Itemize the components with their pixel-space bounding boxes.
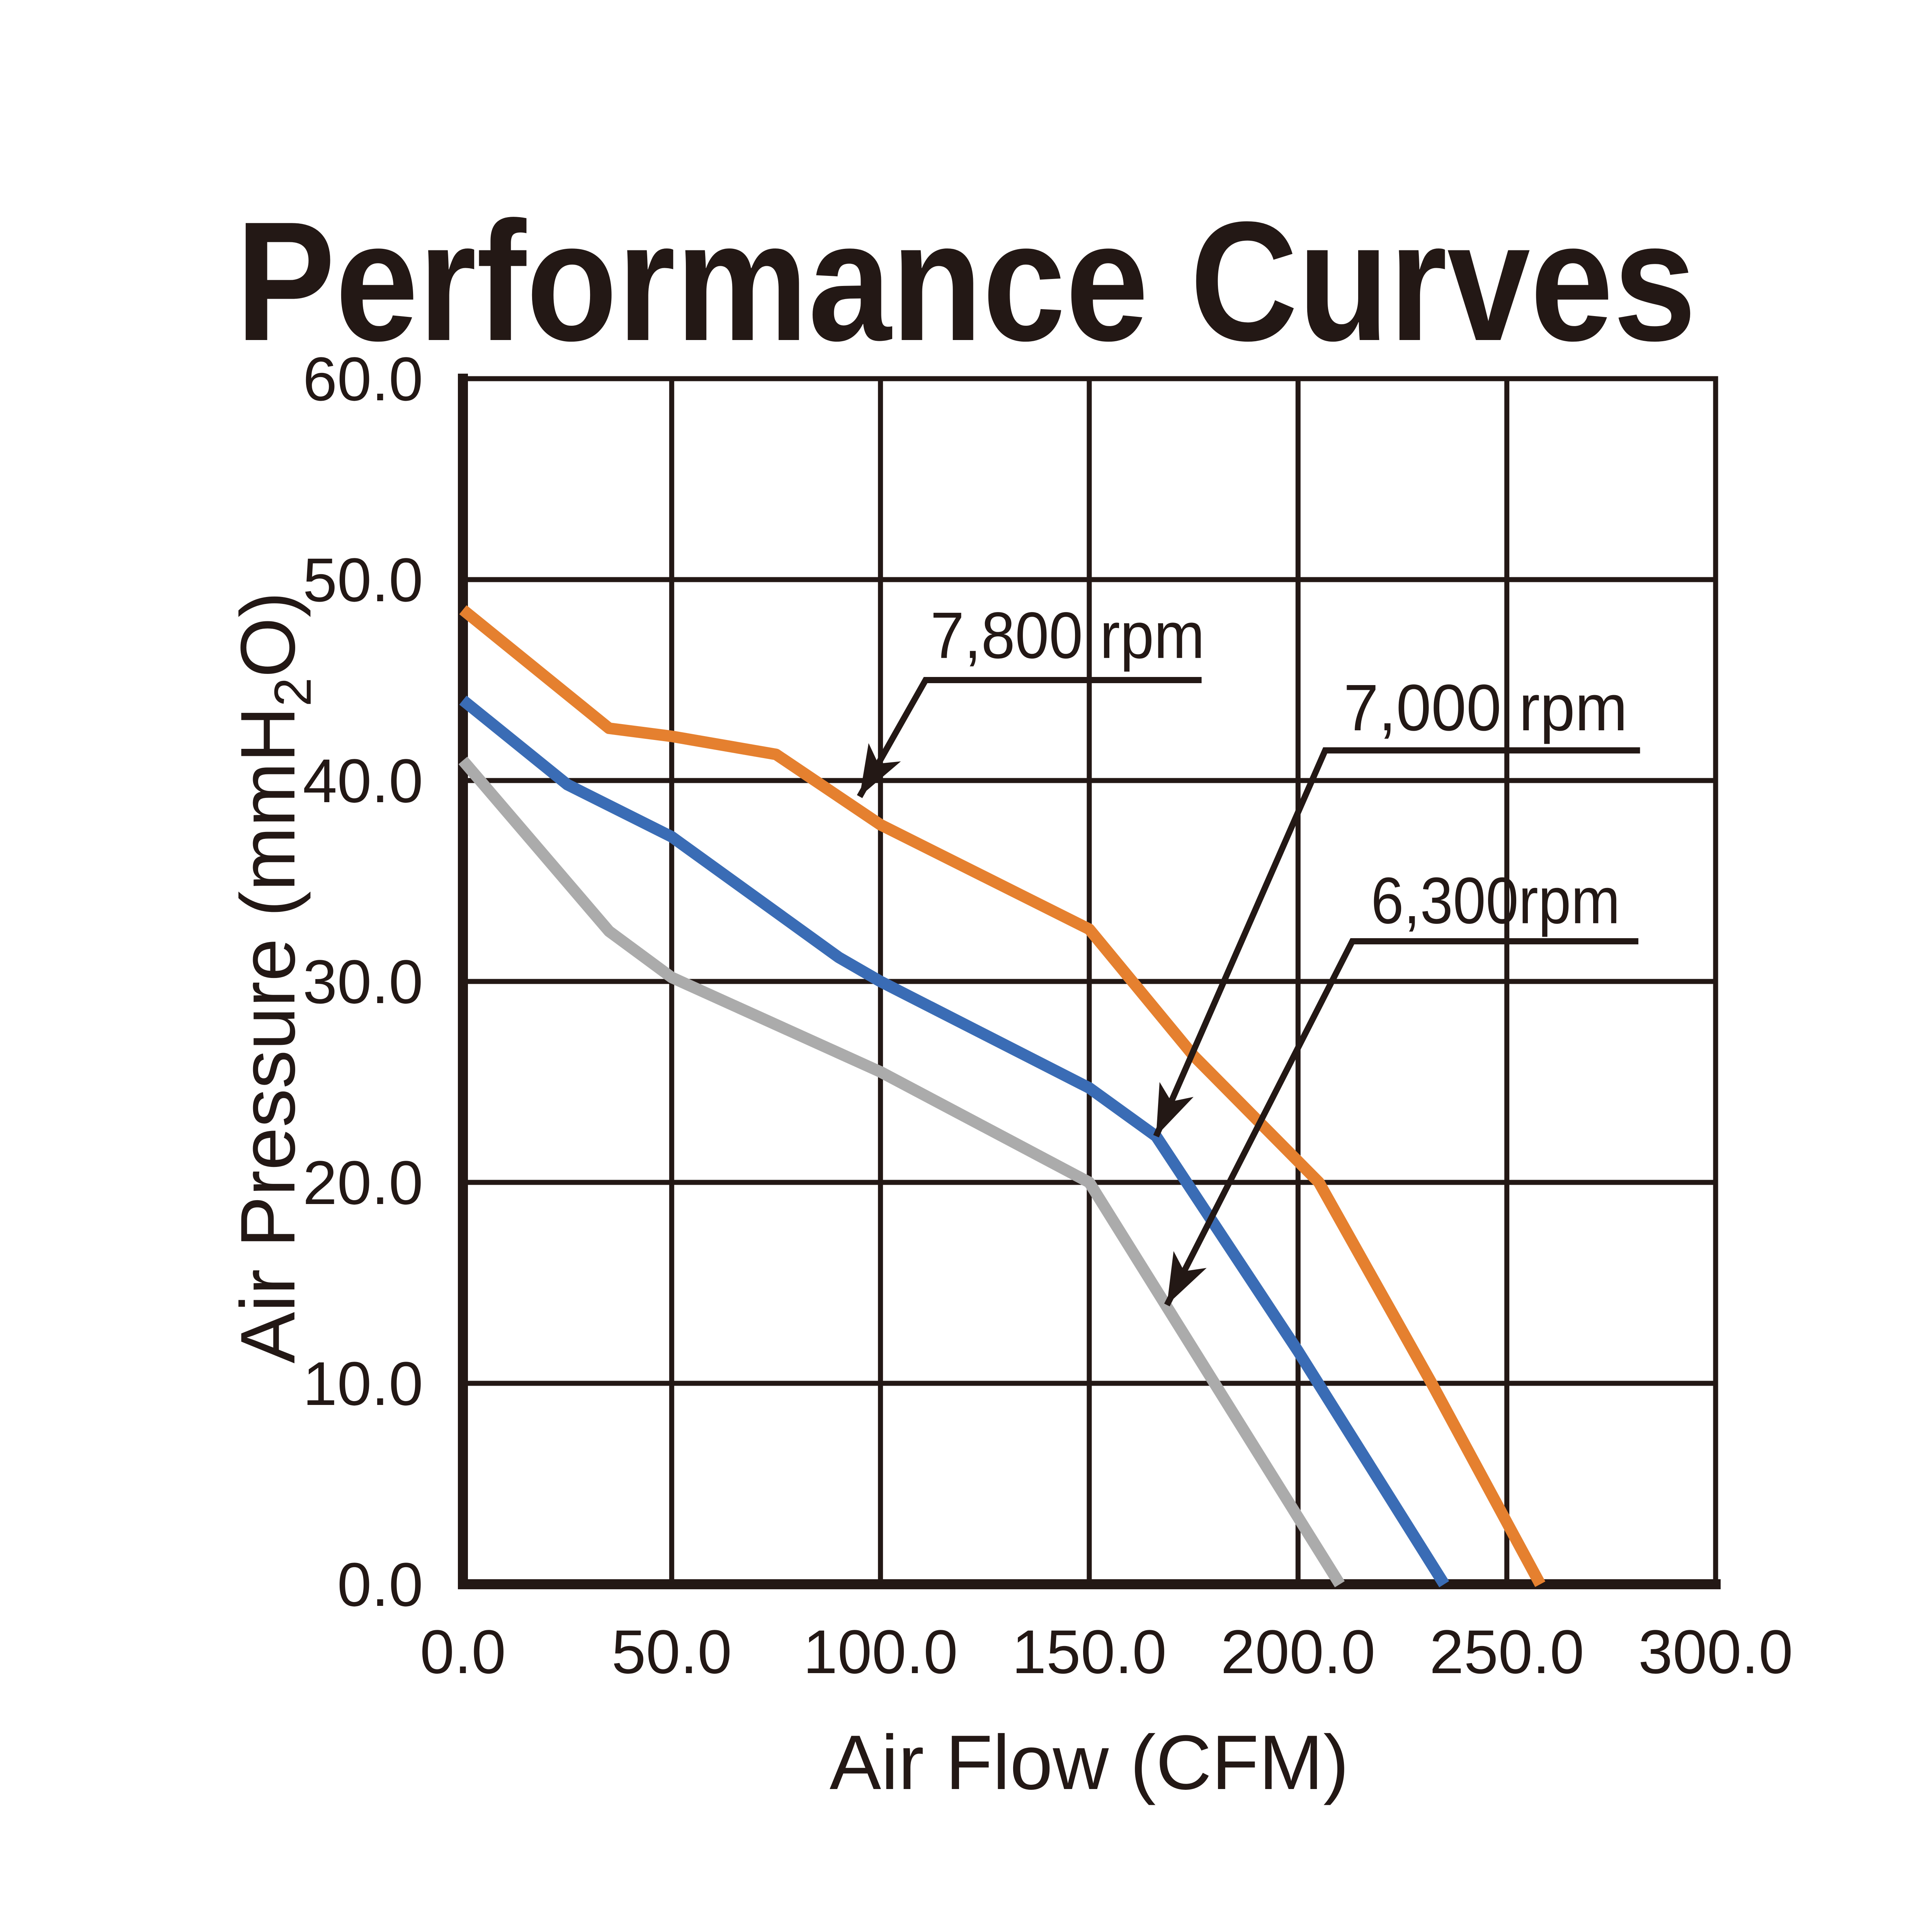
series-curve-7800 [459, 605, 1546, 1587]
series-curve-7000 [459, 696, 1449, 1587]
leader-line-7800 [857, 677, 1202, 798]
x-tick-label: 100.0 [803, 1617, 957, 1686]
x-tick-label: 50.0 [612, 1617, 732, 1686]
y-axis-title-post: O) [225, 592, 311, 677]
y-tick-label: 20.0 [303, 1148, 423, 1217]
y-axis-title-subscript: 2 [264, 677, 322, 706]
y-axis-tick-labels: 0.0 10.0 20.0 30.0 40.0 50.0 60.0 [303, 344, 423, 1619]
leader-line-6300 [1164, 938, 1639, 1306]
curve-annotations: 7,800 rpm 7,000 rpm 6,300rpm [857, 599, 1640, 1306]
curve-label-7800: 7,800 rpm [930, 599, 1205, 672]
curve-label-7000: 7,000 rpm [1344, 671, 1628, 745]
series-layer [458, 605, 1546, 1587]
x-axis-title: Air Flow (CFM) [830, 1719, 1349, 1806]
curve-label-6300: 6,300rpm [1371, 864, 1620, 937]
plot-frame [458, 374, 1721, 1589]
y-tick-label: 50.0 [303, 545, 423, 614]
y-axis-title-pre: Air Pressure (mmH [225, 707, 311, 1364]
x-tick-label: 200.0 [1221, 1617, 1375, 1686]
y-tick-label: 40.0 [303, 746, 423, 815]
y-tick-label: 30.0 [303, 947, 423, 1016]
y-tick-label: 10.0 [303, 1349, 423, 1418]
x-tick-label: 300.0 [1638, 1617, 1793, 1686]
leader-line-7000 [1153, 747, 1640, 1138]
x-tick-label: 150.0 [1012, 1617, 1167, 1686]
y-axis-title: Air Pressure (mmH2O) [225, 592, 322, 1363]
y-tick-label: 60.0 [303, 344, 423, 413]
x-tick-label: 0.0 [420, 1617, 506, 1686]
page-title: Performance Curves [236, 187, 1696, 376]
y-tick-label: 0.0 [337, 1550, 423, 1619]
x-tick-label: 250.0 [1429, 1617, 1584, 1686]
x-axis-tick-labels: 0.0 50.0 100.0 150.0 200.0 250.0 300.0 [420, 1617, 1793, 1686]
series-curve-6300 [458, 757, 1345, 1587]
grid-layer [463, 379, 1716, 1584]
